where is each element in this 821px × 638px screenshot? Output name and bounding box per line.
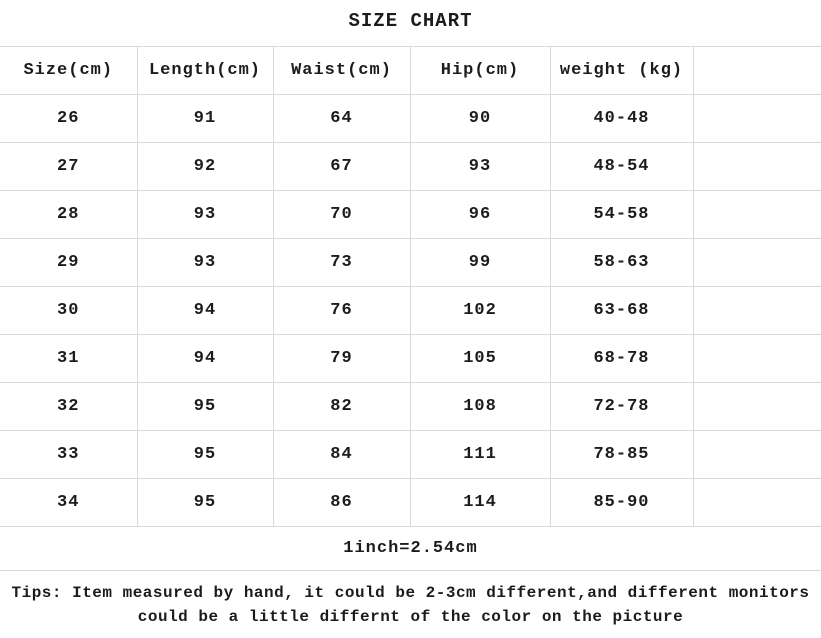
table-cell: 95 bbox=[137, 430, 274, 479]
header-cell bbox=[693, 46, 821, 95]
table-cell: 78-85 bbox=[550, 430, 694, 479]
table-cell: 108 bbox=[410, 382, 551, 431]
table-cell: 33 bbox=[0, 430, 138, 479]
table-cell: 84 bbox=[273, 430, 411, 479]
table-cell: 94 bbox=[137, 334, 274, 383]
table-cell bbox=[693, 190, 821, 239]
header-cell: Hip(cm) bbox=[410, 46, 551, 95]
table-cell: 92 bbox=[137, 142, 274, 191]
table-cell bbox=[693, 286, 821, 335]
table-cell: 72-78 bbox=[550, 382, 694, 431]
table-cell bbox=[693, 238, 821, 287]
tips-line-1: Tips: Item measured by hand, it could be… bbox=[11, 584, 810, 602]
tips-block: Tips: Item measured by hand, it could be… bbox=[0, 571, 821, 629]
table-row: 28 93 70 96 54-58 bbox=[0, 190, 821, 239]
table-cell: 111 bbox=[410, 430, 551, 479]
table-cell: 105 bbox=[410, 334, 551, 383]
table-cell: 93 bbox=[137, 238, 274, 287]
table-cell: 79 bbox=[273, 334, 411, 383]
table-cell: 114 bbox=[410, 478, 551, 527]
table-cell: 30 bbox=[0, 286, 138, 335]
table-cell: 82 bbox=[273, 382, 411, 431]
table-body: 26 91 64 90 40-48 27 92 67 93 48-54 28 93 70 96 54-58 2… bbox=[0, 94, 821, 527]
table-cell: 58-63 bbox=[550, 238, 694, 287]
table-header-row: Size(cm) Length(cm) Waist(cm) Hip(cm) weight… bbox=[0, 46, 821, 95]
table-row: 30 94 76 102 63-68 bbox=[0, 286, 821, 335]
table-row: 32 95 82 108 72-78 bbox=[0, 382, 821, 431]
table-cell: 91 bbox=[137, 94, 274, 143]
table-cell: 95 bbox=[137, 478, 274, 527]
size-chart-table: Size(cm) Length(cm) Waist(cm) Hip(cm) weight… bbox=[0, 46, 821, 527]
table-cell: 96 bbox=[410, 190, 551, 239]
table-cell: 34 bbox=[0, 478, 138, 527]
table-row: 27 92 67 93 48-54 bbox=[0, 142, 821, 191]
header-cell: Length(cm) bbox=[137, 46, 274, 95]
table-cell bbox=[693, 382, 821, 431]
table-cell: 26 bbox=[0, 94, 138, 143]
table-cell: 27 bbox=[0, 142, 138, 191]
table-cell: 68-78 bbox=[550, 334, 694, 383]
table-cell: 63-68 bbox=[550, 286, 694, 335]
table-cell: 102 bbox=[410, 286, 551, 335]
table-cell: 85-90 bbox=[550, 478, 694, 527]
table-cell: 90 bbox=[410, 94, 551, 143]
table-row: 31 94 79 105 68-78 bbox=[0, 334, 821, 383]
table-cell: 93 bbox=[410, 142, 551, 191]
table-cell: 54-58 bbox=[550, 190, 694, 239]
header-cell: Waist(cm) bbox=[273, 46, 411, 95]
table-cell: 86 bbox=[273, 478, 411, 527]
table-cell: 29 bbox=[0, 238, 138, 287]
table-cell: 93 bbox=[137, 190, 274, 239]
table-cell: 64 bbox=[273, 94, 411, 143]
table-row: 33 95 84 111 78-85 bbox=[0, 430, 821, 479]
table-cell: 28 bbox=[0, 190, 138, 239]
tips-line-2: could be a little differnt of the color … bbox=[137, 608, 684, 626]
page-title: SIZE CHART bbox=[348, 10, 473, 32]
table-cell bbox=[693, 94, 821, 143]
table-row: 29 93 73 99 58-63 bbox=[0, 238, 821, 287]
table-cell: 48-54 bbox=[550, 142, 694, 191]
table-header: Size(cm) Length(cm) Waist(cm) Hip(cm) weight… bbox=[0, 46, 821, 95]
table-cell: 76 bbox=[273, 286, 411, 335]
header-cell: Size(cm) bbox=[0, 46, 138, 95]
table-cell bbox=[693, 430, 821, 479]
table-cell: 99 bbox=[410, 238, 551, 287]
table-cell bbox=[693, 142, 821, 191]
table-cell: 32 bbox=[0, 382, 138, 431]
table-cell: 40-48 bbox=[550, 94, 694, 143]
table-cell: 67 bbox=[273, 142, 411, 191]
table-row: 26 91 64 90 40-48 bbox=[0, 94, 821, 143]
table-cell: 95 bbox=[137, 382, 274, 431]
table-cell: 94 bbox=[137, 286, 274, 335]
table-row: 34 95 86 114 85-90 bbox=[0, 478, 821, 527]
table-cell: 31 bbox=[0, 334, 138, 383]
table-cell bbox=[693, 478, 821, 527]
header-cell: weight (kg) bbox=[550, 46, 694, 95]
table-cell: 70 bbox=[273, 190, 411, 239]
table-cell bbox=[693, 334, 821, 383]
inch-conversion-note: 1inch=2.54cm bbox=[0, 527, 821, 571]
table-cell: 73 bbox=[273, 238, 411, 287]
